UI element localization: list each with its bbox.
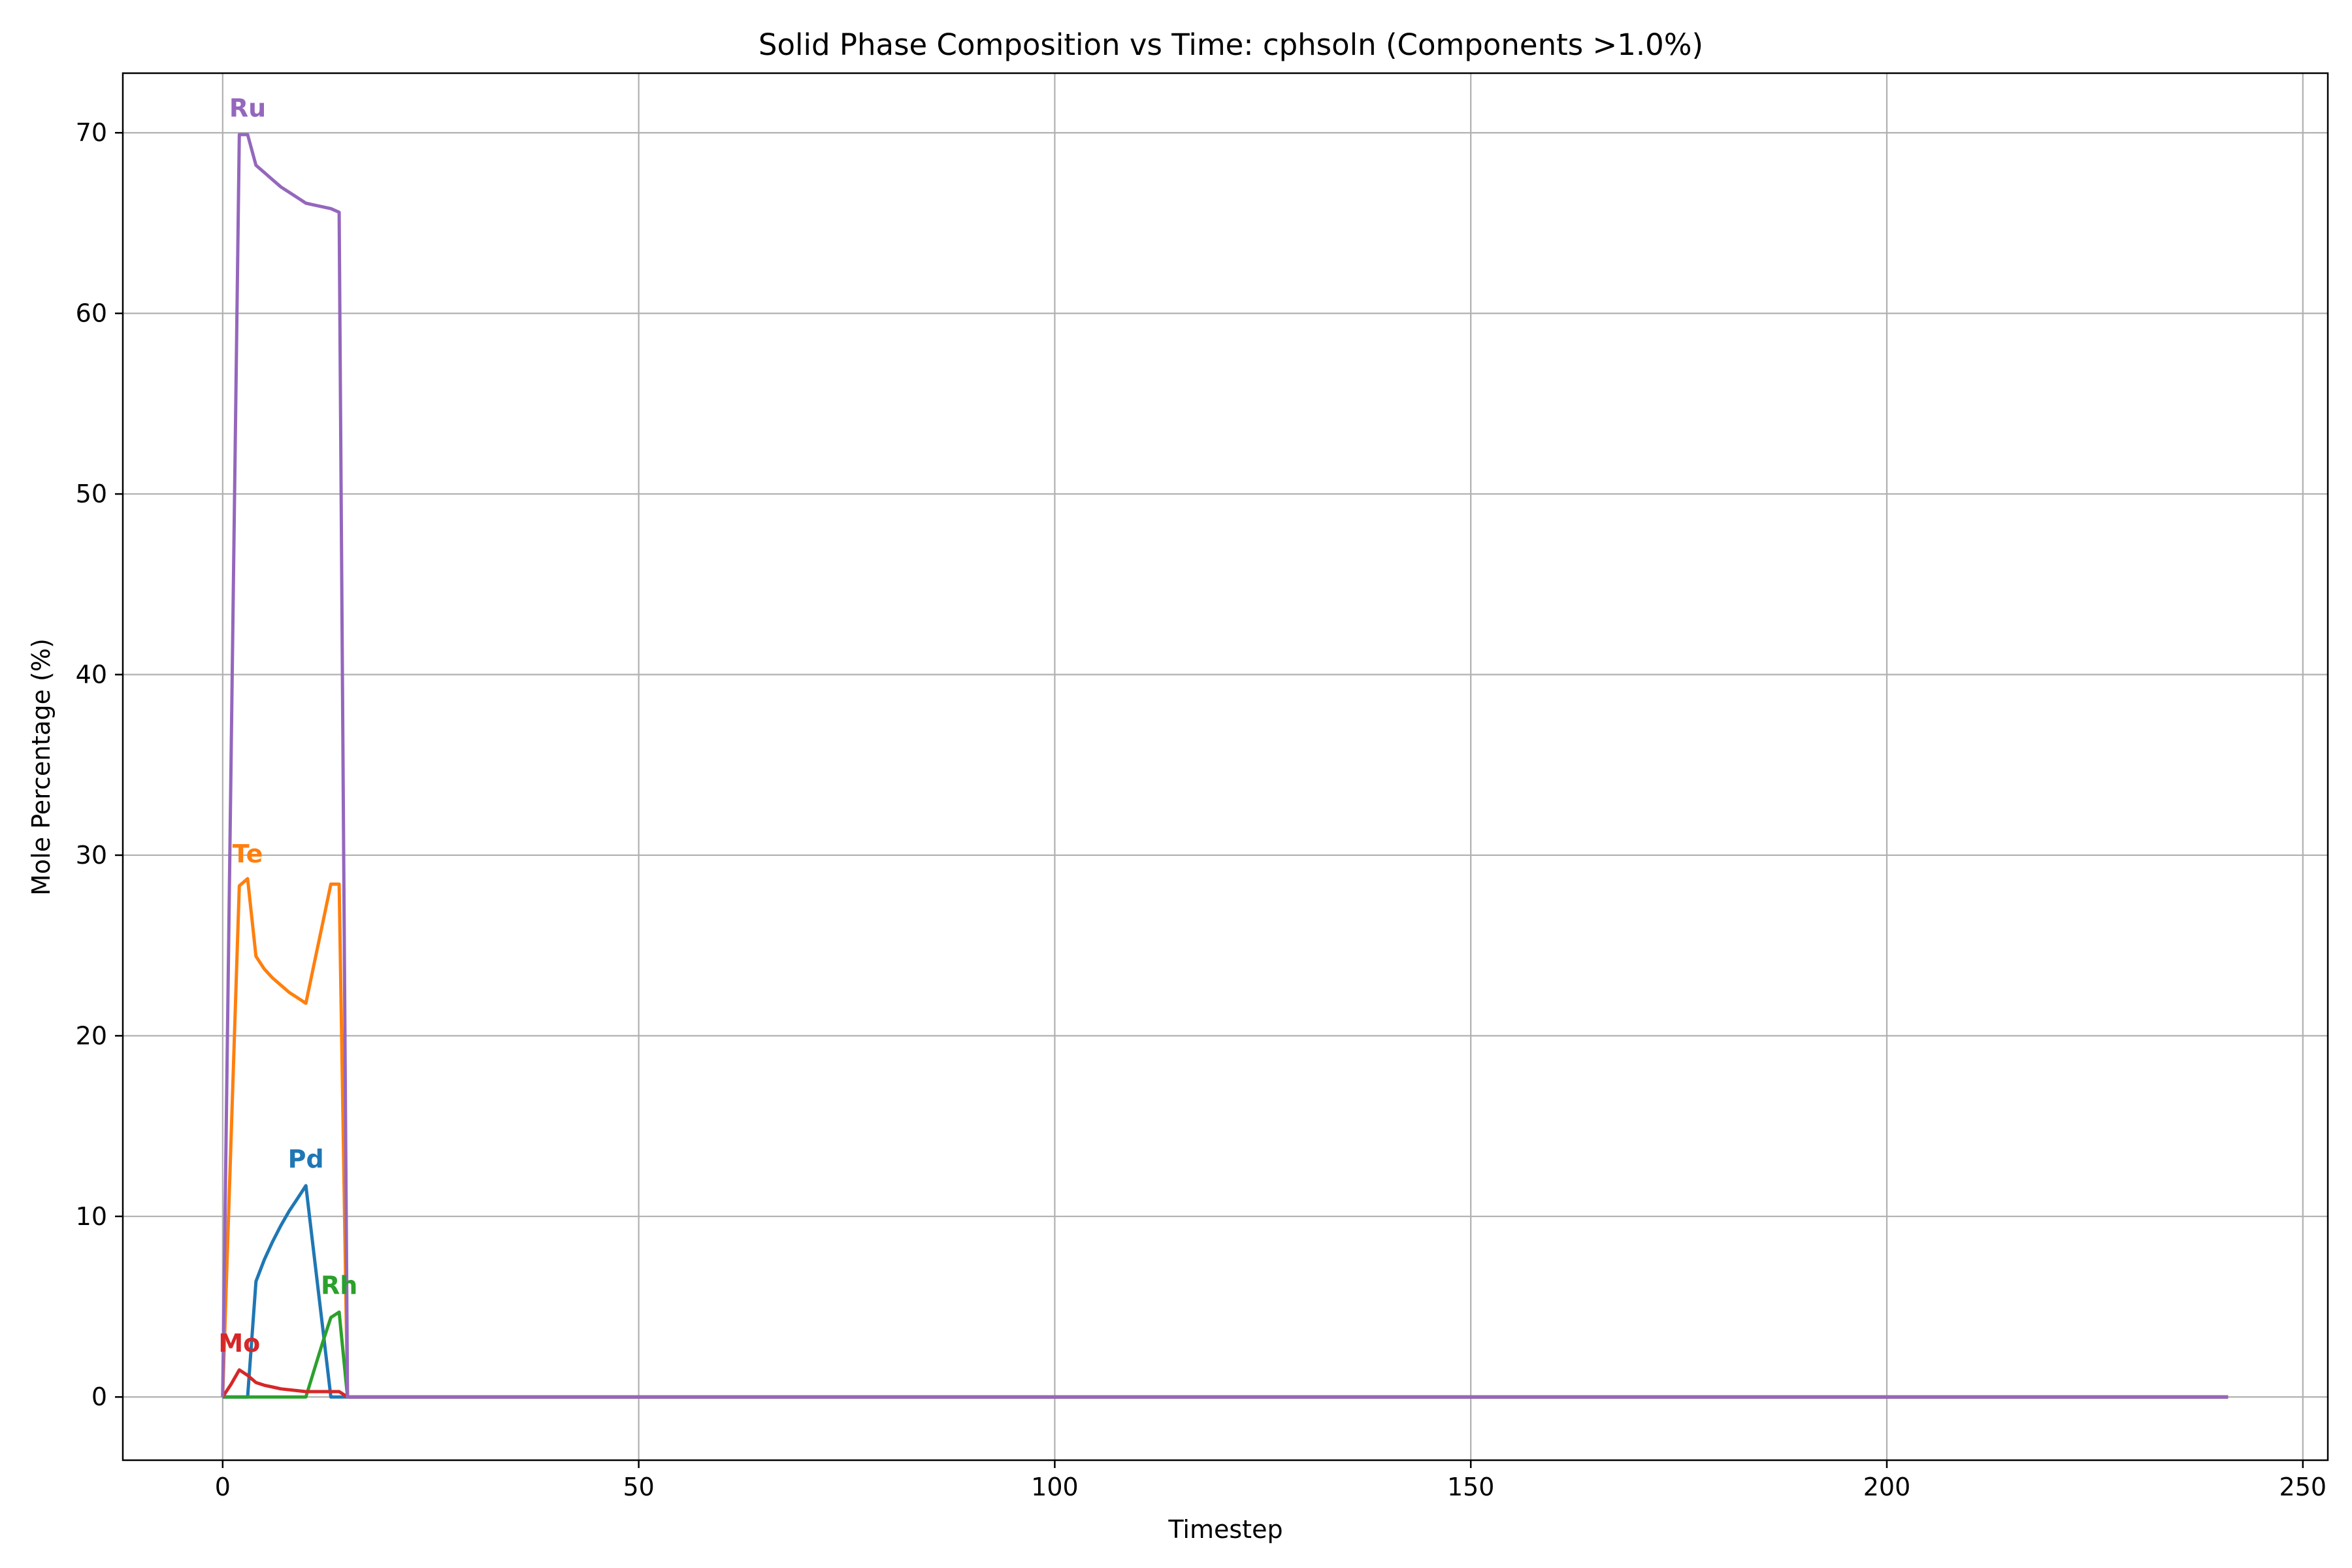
series-line-te [221,877,2229,1399]
x-tick-label: 250 [2279,1473,2327,1501]
series-label-te: Te [233,840,263,868]
y-tick-label: 30 [76,841,107,870]
y-axis-label: Mole Percentage (%) [27,638,56,896]
y-tick-label: 10 [76,1202,107,1231]
series-label-ru: Ru [229,93,266,122]
y-tick-label: 60 [76,299,107,328]
series-line-rh [222,1310,2229,1399]
series-label-rh: Rh [321,1271,357,1300]
series-label-pd: Pd [288,1145,324,1173]
series-label-mo: Mo [218,1329,260,1358]
x-tick-label: 100 [1031,1473,1079,1501]
y-tick-label: 40 [76,661,107,689]
x-tick-label: 50 [623,1473,654,1501]
chart-title: Solid Phase Composition vs Time: cphsoln… [759,27,1703,62]
axis-ticks: 0 50 100 150 200 250 0 10 20 30 40 50 60 70 [76,118,2327,1501]
series-line-ru [221,133,2229,1399]
series-lines [221,133,2229,1399]
x-axis-label: Timestep [1168,1515,1282,1544]
y-tick-label: 50 [76,480,107,508]
x-tick-label: 0 [215,1473,231,1501]
y-tick-label: 0 [91,1382,107,1411]
x-tick-label: 150 [1447,1473,1495,1501]
series-annotations: Ru Te Pd Rh Mo [218,93,357,1358]
plot-area-frame [122,72,2329,1462]
y-tick-label: 20 [76,1021,107,1050]
gridlines [123,73,2328,1460]
series-line-pd [222,1184,2229,1399]
y-tick-label: 70 [76,118,107,147]
series-line-mo [221,1368,2229,1399]
x-tick-label: 200 [1863,1473,1911,1501]
